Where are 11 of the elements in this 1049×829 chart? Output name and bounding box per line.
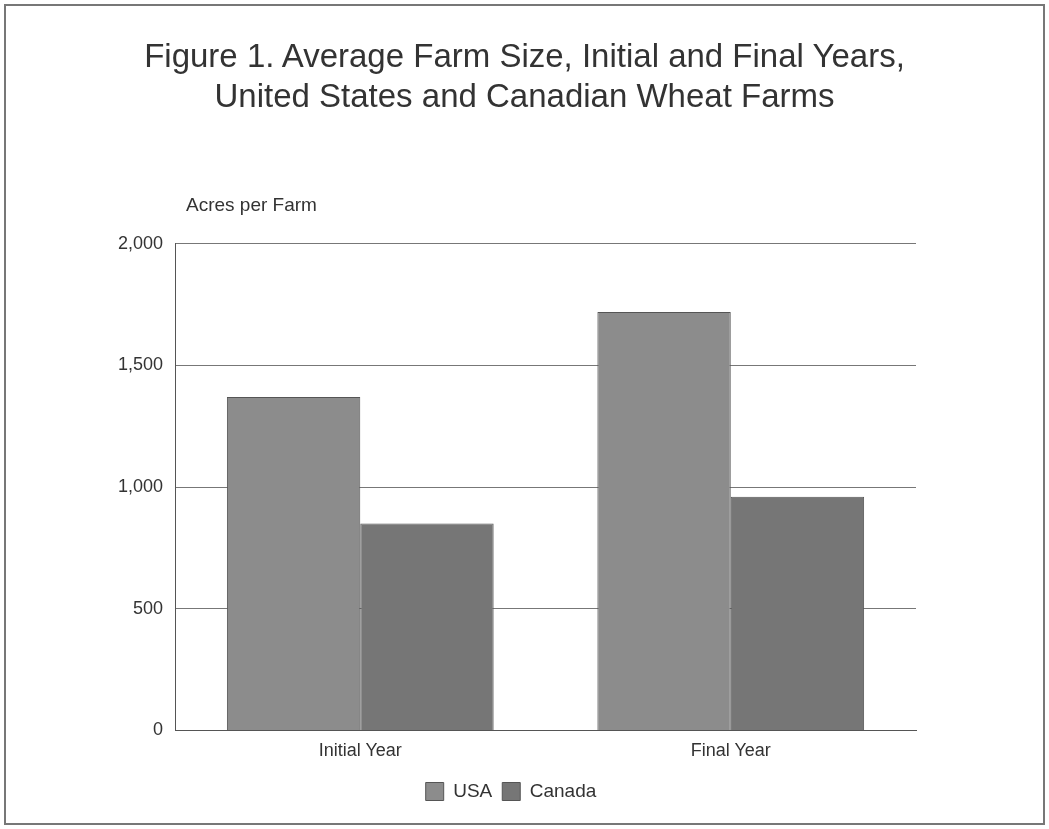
y-axis-title: Acres per Farm: [186, 194, 317, 216]
legend-label: USA: [453, 779, 493, 801]
x-tick-label: Initial Year: [318, 740, 402, 761]
x-tick-label: Final Year: [690, 740, 771, 761]
legend-label: Canada: [529, 779, 597, 801]
chart-title: Figure 1. Average Farm Size, Initial and Final Years, United States and Canadian Wheat Farms: [143, 36, 906, 116]
y-tick-label: 1,000: [118, 476, 164, 497]
y-tick-label: 500: [133, 597, 164, 618]
y-tick-label: 1,500: [118, 354, 164, 375]
y-tick-label: 2,000: [118, 232, 164, 253]
y-tick-label: 0: [153, 719, 164, 740]
